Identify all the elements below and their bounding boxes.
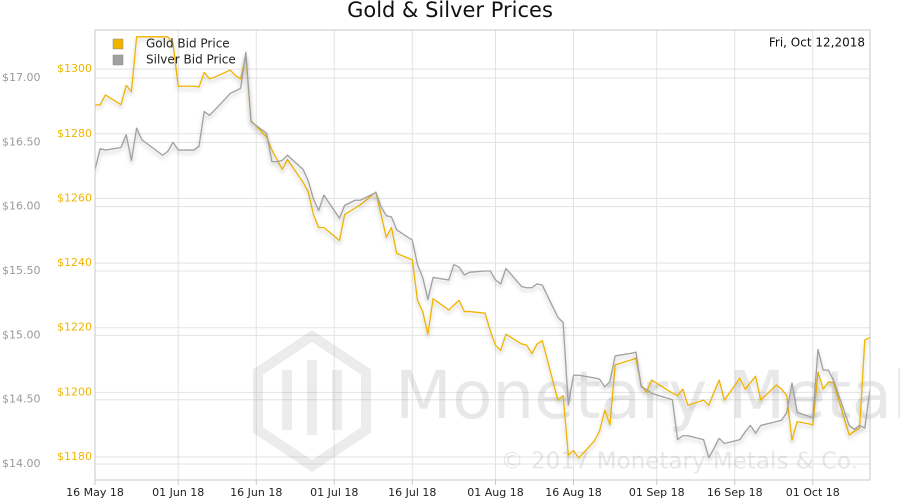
legend: Gold Bid Price Silver Bid Price xyxy=(112,37,236,67)
x-tick-label: 01 Sep 18 xyxy=(629,486,685,499)
x-tick-label: 01 Oct 18 xyxy=(786,486,840,499)
watermark-logo xyxy=(332,370,342,430)
y2-tick-label: $1280 xyxy=(57,127,92,140)
watermark-text: Monetary Metals xyxy=(395,357,900,434)
x-tick-label: 16 Sep 18 xyxy=(707,486,763,499)
legend-swatch xyxy=(112,38,124,50)
series-line xyxy=(95,36,870,459)
axes: $14.00 $14.50 $15.00 $15.50 $16.00 $16.50 $17.… xyxy=(2,62,840,499)
watermark-logo xyxy=(253,329,371,473)
x-tick-label: 16 Jun 18 xyxy=(230,486,282,499)
series-line xyxy=(95,51,870,459)
y-tick-label: $14.50 xyxy=(2,393,41,406)
plot-frame xyxy=(94,29,871,481)
y2-tick-label: $1300 xyxy=(57,62,92,75)
watermark-logo xyxy=(282,370,292,430)
copyright-text: © 2017 Monetary Metals & Co. xyxy=(501,449,858,475)
x-tick-label: 01 Jun 18 xyxy=(152,486,204,499)
y-tick-label: $17.00 xyxy=(2,71,41,84)
y2-tick-label: $1220 xyxy=(57,321,92,334)
legend-swatch xyxy=(112,54,124,66)
legend-label: Gold Bid Price xyxy=(146,37,230,51)
y2-tick-label: $1240 xyxy=(57,256,92,269)
x-tick-label: 01 Jul 18 xyxy=(310,486,358,499)
y2-tick-label: $1200 xyxy=(57,385,92,398)
x-tick-label: 16 Aug 18 xyxy=(545,486,601,499)
plot-lines xyxy=(95,36,870,459)
x-tick-label: 01 Aug 18 xyxy=(467,486,523,499)
chart-title: Gold & Silver Prices xyxy=(347,0,553,22)
y-tick-label: $16.50 xyxy=(2,135,41,148)
y2-tick-label: $1180 xyxy=(57,450,92,463)
x-tick-label: 16 May 18 xyxy=(66,486,124,499)
y-tick-label: $15.50 xyxy=(2,264,41,277)
watermark-logo xyxy=(307,360,317,435)
x-tick-label: 16 Jul 18 xyxy=(388,486,436,499)
y-tick-label: $14.00 xyxy=(2,457,41,470)
y2-tick-label: $1260 xyxy=(57,191,92,204)
legend-label: Silver Bid Price xyxy=(146,53,236,67)
y-tick-label: $16.00 xyxy=(2,200,41,213)
date-annotation: Fri, Oct 12,2018 xyxy=(769,36,865,50)
y-tick-label: $15.00 xyxy=(2,328,41,341)
